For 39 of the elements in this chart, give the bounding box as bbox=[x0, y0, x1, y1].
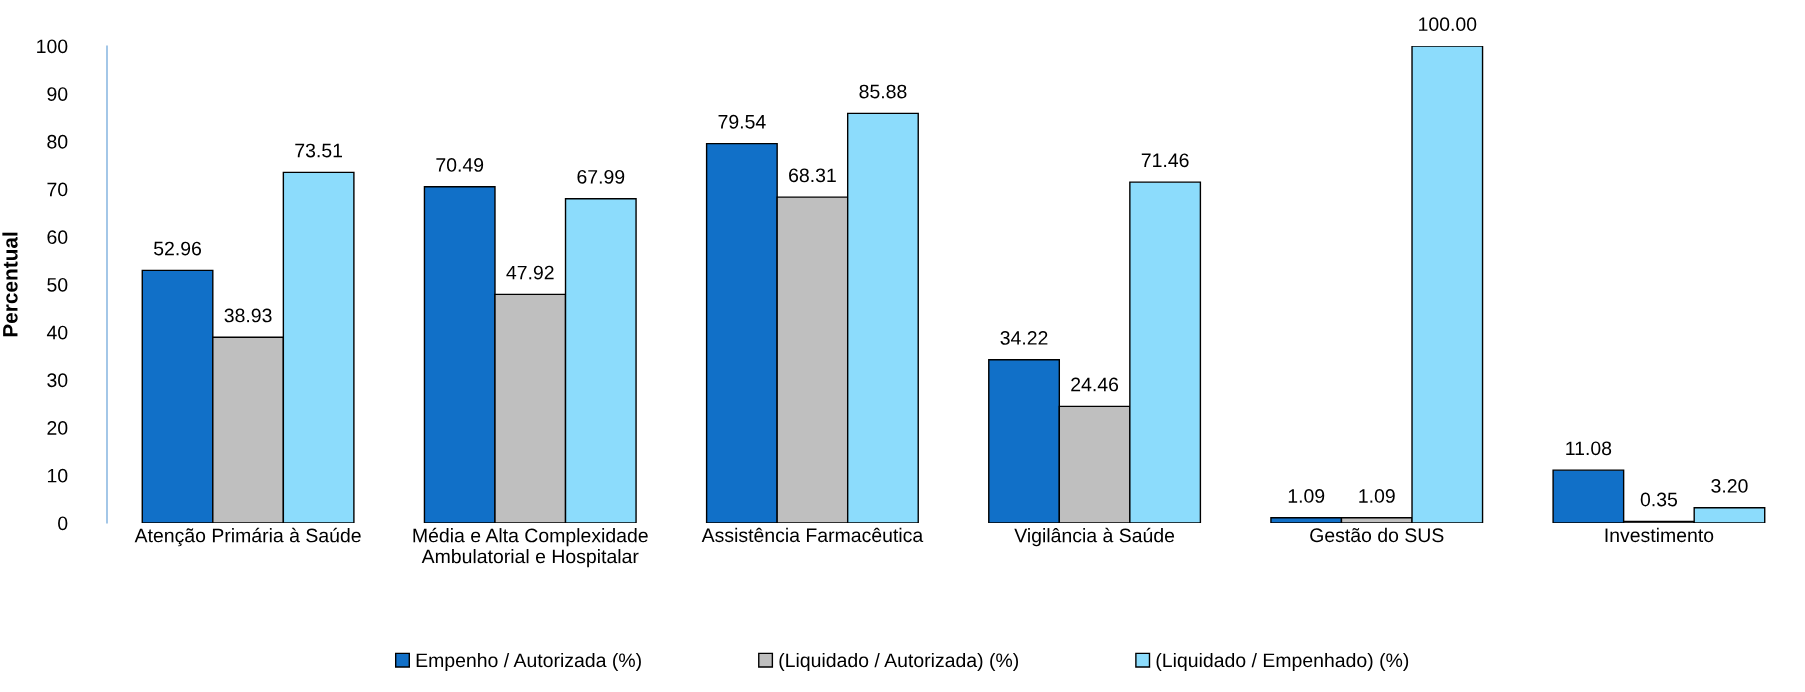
x-tick-label: Gestão do SUS bbox=[1310, 527, 1444, 543]
y-tick-label: 70 bbox=[47, 182, 68, 197]
data-label: 24.46 bbox=[1071, 377, 1119, 392]
x-tick-label: Atenção Primária à Saúde bbox=[134, 527, 361, 547]
legend-label: (Liquidado / Empenhado) (%) bbox=[1156, 652, 1409, 672]
legend-label: (Liquidado / Autorizada) (%) bbox=[779, 652, 1019, 672]
y-tick-label: 80 bbox=[47, 134, 68, 149]
y-tick-label: 40 bbox=[46, 325, 68, 340]
y-tick-label: 90 bbox=[47, 87, 68, 101]
data-label: 68.31 bbox=[789, 168, 836, 183]
y-tick-label: 0 bbox=[58, 516, 68, 531]
data-label: 1.09 bbox=[1359, 489, 1395, 503]
y-tick-label: 100 bbox=[37, 39, 68, 54]
data-label: 38.93 bbox=[224, 308, 272, 323]
y-tick-label: 10 bbox=[47, 468, 68, 483]
data-label: 11.08 bbox=[1566, 441, 1612, 456]
y-axis-title: Percentual bbox=[2, 232, 18, 337]
data-label: 52.96 bbox=[153, 241, 202, 256]
data-label: 100.00 bbox=[1419, 17, 1477, 32]
data-label: 79.54 bbox=[718, 114, 766, 129]
x-tick-label: Vigilância à Saúde bbox=[1014, 527, 1175, 547]
x-tick-label: Assistência Farmacêutica bbox=[701, 527, 924, 543]
data-label: 70.49 bbox=[436, 158, 484, 172]
data-label: 3.20 bbox=[1711, 479, 1748, 493]
data-label: 1.09 bbox=[1288, 489, 1325, 503]
x-tick-label: Investimento bbox=[1605, 527, 1714, 543]
y-tick-label: 30 bbox=[47, 373, 68, 388]
y-tick-label: 20 bbox=[47, 421, 68, 435]
data-label: 47.92 bbox=[506, 265, 554, 280]
data-label: 34.22 bbox=[1000, 331, 1048, 345]
data-label: 73.51 bbox=[295, 143, 343, 158]
data-label: 85.88 bbox=[859, 84, 907, 99]
data-label: 71.46 bbox=[1141, 153, 1189, 168]
x-tick-label: Média e Alta Complexidade Ambulatorial e Hospitalar bbox=[413, 527, 648, 568]
y-tick-label: 50 bbox=[47, 277, 68, 292]
legend-label: Empenho / Autorizada (%) bbox=[416, 652, 641, 672]
y-tick-label: 60 bbox=[47, 230, 68, 245]
data-label: 67.99 bbox=[577, 169, 625, 184]
data-label: 0.35 bbox=[1640, 492, 1678, 507]
